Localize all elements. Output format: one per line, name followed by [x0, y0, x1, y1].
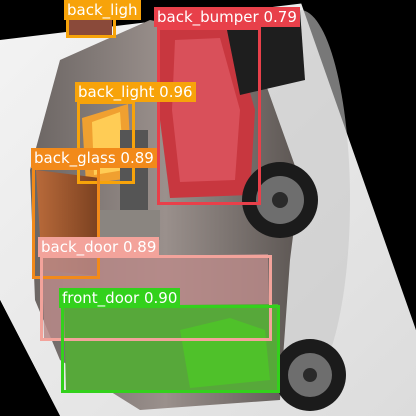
- box-back-glass: [32, 167, 100, 279]
- label-front-door: front_door 0.90: [59, 288, 181, 308]
- box-back-bumper: [157, 27, 261, 205]
- label-back-door: back_door 0.89: [38, 237, 160, 257]
- label-back-bumper: back_bumper 0.79: [154, 7, 300, 27]
- box-front-door: [61, 305, 280, 393]
- box-back-light: [77, 101, 135, 184]
- label-back-light: back_light 0.96: [75, 82, 196, 102]
- label-back-light-top: back_ligh: [64, 0, 141, 20]
- label-back-glass: back_glass 0.89: [31, 148, 157, 168]
